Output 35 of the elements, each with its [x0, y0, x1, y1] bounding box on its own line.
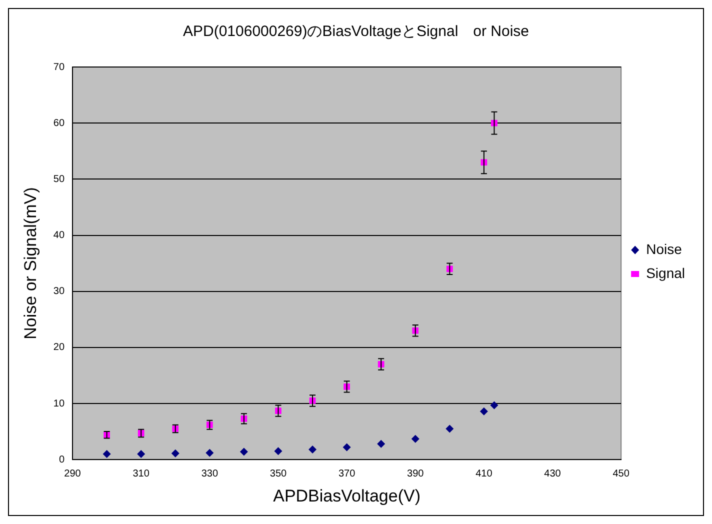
- point: [274, 447, 282, 456]
- point: [102, 450, 111, 458]
- point: [490, 401, 498, 410]
- y-tick-label: 10: [53, 398, 65, 410]
- point: [240, 448, 248, 456]
- chart-title: APD(0106000269)のBiasVoltageとSignal or Noise: [182, 23, 530, 40]
- point: [411, 434, 420, 443]
- y-tick-label: 40: [53, 230, 65, 242]
- point: [137, 450, 146, 458]
- x-tick-label: 290: [64, 468, 82, 480]
- x-tick-label: 390: [407, 468, 424, 480]
- x-tick-label: 330: [201, 468, 218, 480]
- x-tick-label: 350: [270, 468, 288, 480]
- legend-label: Signal: [646, 264, 686, 281]
- x-tick-label: 430: [544, 468, 562, 480]
- y-tick-label: 70: [53, 62, 65, 73]
- y-tick-label: 60: [53, 118, 65, 129]
- y-tick-label: 50: [53, 174, 65, 185]
- point: [206, 448, 214, 457]
- y-tick-label: 20: [53, 342, 65, 354]
- y-tick-label: 30: [53, 286, 65, 298]
- x-axis-title: APDBiasVoltage(V): [273, 486, 421, 506]
- x-tick-label: 410: [476, 468, 493, 480]
- x-tick-label: 310: [132, 468, 150, 480]
- point: [342, 443, 351, 452]
- x-tick-label: 450: [612, 468, 630, 480]
- point: [480, 407, 488, 416]
- point: [446, 424, 454, 433]
- legend-label: Noise: [646, 240, 682, 257]
- y-axis-title: Noise or Signal(mV): [20, 187, 40, 340]
- y-tick-label: 0: [58, 454, 65, 466]
- point: [171, 449, 180, 458]
- point: [377, 440, 386, 448]
- x-tick-label: 370: [338, 468, 356, 480]
- point: [308, 446, 317, 454]
